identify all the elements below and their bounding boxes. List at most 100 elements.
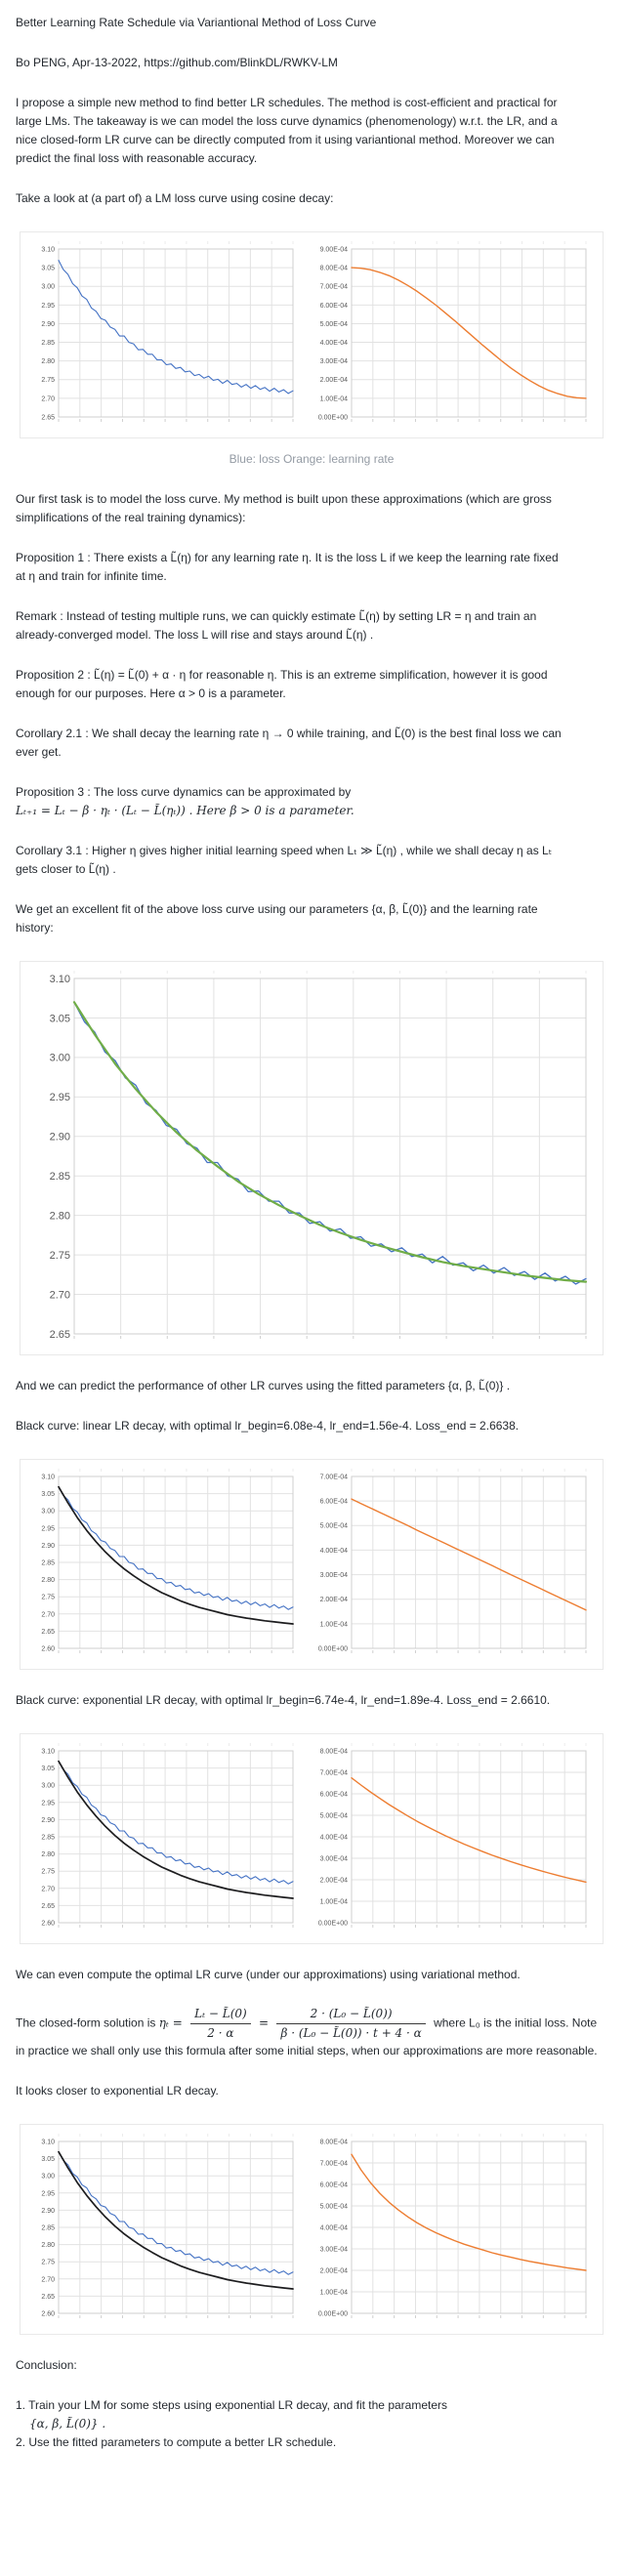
learning-rate-series: [351, 1498, 587, 1611]
y-tick-label: 2.95: [41, 1525, 55, 1532]
paragraph-fit-intro: We get an excellent fit of the above los…: [16, 902, 538, 935]
model-fit-series: [72, 1001, 588, 1283]
y-tick-label: 5.00E-04: [320, 1812, 349, 1819]
y-tick-label: 3.10: [41, 2139, 55, 2145]
proposition-3-formula: Lₜ₊₁ = Lₜ − β · ηₜ · (Lₜ − L̃(ηₜ)) . Her…: [16, 804, 354, 817]
y-tick-label: 3.00E-04: [320, 2246, 349, 2253]
y-tick-label: 2.80: [41, 1577, 55, 1584]
predicted-loss-series: [58, 1485, 294, 1625]
y-tick-label: 5.00E-04: [320, 1523, 349, 1530]
byline: Bo PENG, Apr-13-2022, https://github.com…: [16, 56, 338, 69]
paragraph-black-exponential: Black curve: exponential LR decay, with …: [16, 1693, 551, 1707]
paragraph-model-intro: Our first task is to model the loss curv…: [16, 492, 552, 524]
closed-form-post: where L₀ is the initial loss. Note in pr…: [16, 2015, 598, 2057]
fraction-denominator: 2 · α: [207, 2026, 234, 2040]
paragraph-proposition-3: Proposition 3 : The loss curve dynamics …: [16, 783, 562, 820]
y-tick-label: 2.75: [41, 1595, 55, 1601]
y-tick-label: 3.10: [41, 1748, 55, 1755]
loss-series: [58, 2151, 294, 2275]
loss-fit-chart: 3.10 3.05 3.00 2.95 2.90 2.85 2.80 2.75 2.70 2.65: [29, 971, 592, 1346]
y-tick-label: 3.05: [41, 266, 55, 272]
lr-chart-linear-decay: 7.00E-04 6.00E-04 5.00E-04 4.00E-04 3.00E-04…: [309, 1469, 592, 1660]
y-tick-label: 2.90: [50, 1132, 70, 1143]
plot-border: [351, 1475, 587, 1649]
y-tick-label: 9.00E-04: [320, 246, 349, 253]
y-tick-label: 8.00E-04: [320, 2139, 349, 2145]
y-axis-labels: 3.10 3.05 3.00 2.95 2.90 2.85 2.80 2.75 2.70 2.65: [41, 246, 55, 421]
y-tick-label: 3.10: [41, 1474, 55, 1480]
plot-border: [58, 1475, 294, 1649]
y-axis-labels: 3.10 3.05 3.00 2.95 2.90 2.85 2.80 2.75 2.70 2.65…: [41, 1748, 55, 1927]
y-tick-label: 3.00: [41, 284, 55, 291]
y-tick-label: 3.00: [50, 1053, 70, 1064]
closed-form-fraction-1: Lₜ − L̃(0) 2 · α: [190, 2006, 251, 2042]
y-tick-label: 8.00E-04: [320, 1748, 349, 1755]
gridlines: [58, 1743, 294, 1928]
loss-series: [58, 259, 294, 395]
y-tick-label: 1.00E-04: [320, 1621, 349, 1628]
y-tick-label: 2.90: [41, 1543, 55, 1550]
y-tick-label: 2.95: [41, 303, 55, 310]
paragraph-corollary-2-1: Corollary 2.1 : We shall decay the learn…: [16, 727, 562, 759]
figure-optimal-lr: 3.10 3.05 3.00 2.95 2.90 2.85 2.80 2.75 2.70 2.65…: [20, 2124, 604, 2335]
learning-rate-series: [351, 2153, 587, 2271]
fraction-numerator: 2 · (L₀ − L̃(0)): [276, 2006, 426, 2024]
y-tick-label: 4.00E-04: [320, 1548, 349, 1555]
plot-border: [73, 977, 587, 1335]
plot-border: [351, 1750, 587, 1924]
y-tick-label: 3.00: [41, 1783, 55, 1790]
paragraph-proposition-2: Proposition 2 : L̃(η) = L̃(0) + α · η fo…: [16, 668, 548, 700]
gridlines: [351, 1469, 587, 1653]
y-tick-label: 7.00E-04: [320, 1474, 349, 1480]
y-tick-label: 2.00E-04: [320, 2267, 349, 2274]
y-axis-labels: 8.00E-04 7.00E-04 6.00E-04 5.00E-04 4.00E-04…: [318, 2139, 348, 2317]
paragraph-closer: It looks closer to exponential LR decay.: [16, 2084, 219, 2098]
gridlines: [58, 1469, 294, 1653]
y-tick-label: 2.90: [41, 1817, 55, 1824]
y-tick-label: 2.70: [41, 1886, 55, 1892]
y-tick-label: 8.00E-04: [320, 266, 349, 272]
closed-form-fraction-2: 2 · (L₀ − L̃(0)) β · (L₀ − L̃(0)) · t + …: [276, 2006, 426, 2042]
y-tick-label: 2.95: [41, 2190, 55, 2197]
y-tick-label: 2.80: [41, 358, 55, 365]
y-tick-label: 2.90: [41, 2208, 55, 2215]
loss-chart-cosine-run: 3.10 3.05 3.00 2.95 2.90 2.85 2.80 2.75 2.70 2.65: [29, 241, 299, 429]
y-tick-label: 2.85: [41, 1559, 55, 1566]
y-tick-label: 2.60: [41, 1645, 55, 1652]
y-tick-label: 2.60: [41, 1920, 55, 1927]
paragraph-predict: And we can predict the performance of ot…: [16, 1379, 511, 1392]
y-tick-label: 2.65: [41, 1629, 55, 1636]
y-tick-label: 6.00E-04: [320, 303, 349, 310]
y-tick-label: 6.00E-04: [320, 2181, 349, 2188]
figure-cosine-run: 3.10 3.05 3.00 2.95 2.90 2.85 2.80 2.75 2.70 2.65…: [20, 231, 604, 438]
y-tick-label: 6.00E-04: [320, 1791, 349, 1798]
figure-model-fit: 3.10 3.05 3.00 2.95 2.90 2.85 2.80 2.75 2.70 2.65: [20, 961, 604, 1355]
y-tick-label: 3.05: [41, 1491, 55, 1498]
page-title: Better Learning Rate Schedule via Varian…: [16, 16, 377, 29]
loss-series: [58, 1486, 294, 1610]
y-tick-label: 2.80: [41, 2242, 55, 2249]
lr-chart-cosine-decay: 9.00E-04 8.00E-04 7.00E-04 6.00E-04 5.00E-04…: [309, 241, 592, 429]
paragraph-variational: We can even compute the optimal LR curve…: [16, 1968, 521, 1981]
paragraph-intro: I propose a simple new method to find be…: [16, 96, 558, 165]
y-tick-label: 2.65: [41, 414, 55, 421]
y-tick-label: 2.70: [41, 2276, 55, 2283]
y-tick-label: 5.00E-04: [320, 321, 349, 328]
predicted-loss-series: [58, 2150, 294, 2290]
document-page: Better Learning Rate Schedule via Varian…: [16, 16, 604, 2449]
predicted-loss-series: [58, 1760, 294, 1899]
y-tick-label: 3.00: [41, 2174, 55, 2181]
plot-border: [58, 2140, 294, 2314]
proposition-3-text: Proposition 3 : The loss curve dynamics …: [16, 785, 352, 799]
loss-chart-exponential-decay: 3.10 3.05 3.00 2.95 2.90 2.85 2.80 2.75 2.70 2.65…: [29, 1743, 299, 1934]
conclusion-item-1: 1. Train your LM for some steps using ex…: [16, 2398, 448, 2412]
y-tick-label: 2.80: [41, 1851, 55, 1858]
y-tick-label: 0.00E+00: [318, 1920, 348, 1927]
paragraph-proposition-1: Proposition 1 : There exists a L̃(η) for…: [16, 551, 559, 583]
y-axis-labels: 3.10 3.05 3.00 2.95 2.90 2.85 2.80 2.75 2.70 2.65…: [41, 1474, 55, 1652]
y-tick-label: 2.75: [41, 377, 55, 384]
y-tick-label: 2.85: [50, 1171, 70, 1183]
figure-linear-decay: 3.10 3.05 3.00 2.95 2.90 2.85 2.80 2.75 2.70 2.65…: [20, 1459, 604, 1670]
y-tick-label: 4.00E-04: [320, 1834, 349, 1841]
gridlines: [351, 241, 587, 422]
